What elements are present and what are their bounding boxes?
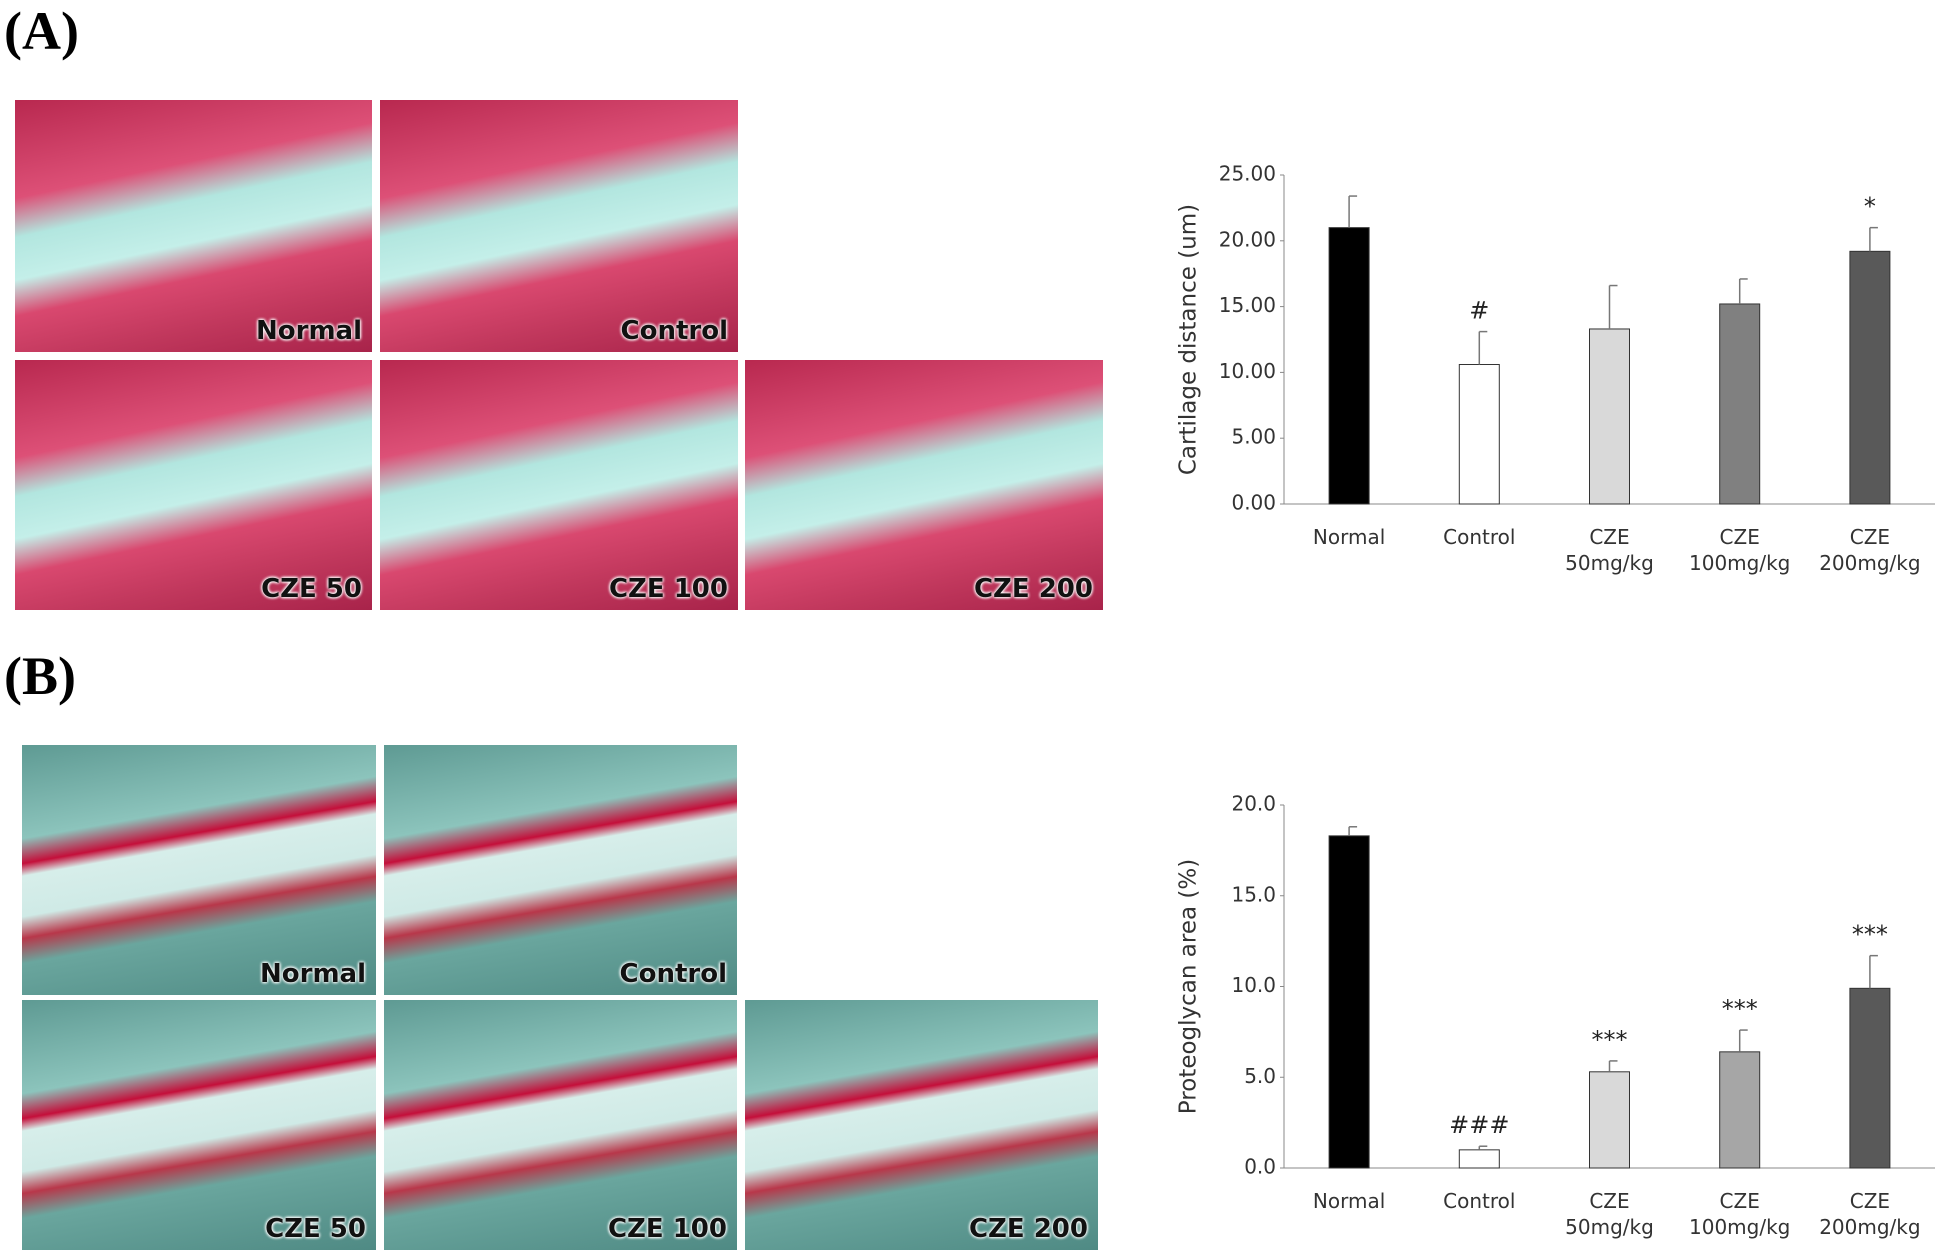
image-label: Control [619,959,727,989]
x-tick-label: Control [1443,1189,1516,1213]
bar [1328,227,1370,505]
x-tick-label: CZE 200mg/kg [1819,525,1921,575]
bar [1719,303,1761,505]
bar [1719,1051,1761,1169]
image-label: Normal [260,959,366,989]
y-tick-label: 5.0 [1244,1064,1276,1088]
histology-image: CZE 200 [745,360,1103,610]
histology-image: Control [380,100,738,352]
significance-label: *** [1852,921,1888,949]
bar [1849,250,1891,505]
significance-label: # [1469,297,1489,325]
image-label: CZE 50 [261,574,362,604]
histology-image: CZE 50 [22,1000,376,1250]
y-tick-label: 10.0 [1231,973,1276,997]
image-label: CZE 200 [968,1214,1088,1244]
x-tick-label: Normal [1312,1189,1386,1213]
significance-label: *** [1592,1026,1628,1054]
bar [1589,1071,1630,1169]
y-tick-label: 0.0 [1244,1155,1276,1179]
bar [1458,364,1500,505]
x-tick-label: Normal [1312,525,1386,549]
x-tick-label: CZE 50mg/kg [1565,525,1654,575]
bar [1589,328,1630,505]
histology-image: CZE 100 [380,360,738,610]
x-tick-label: CZE 200mg/kg [1819,1189,1921,1239]
x-tick-label: CZE 100mg/kg [1689,525,1791,575]
bar [1458,1149,1500,1169]
y-tick-label: 15.0 [1231,882,1276,906]
y-tick-label: 25.00 [1219,162,1276,186]
bar [1849,987,1891,1169]
panel-label: (A) [4,1,79,61]
histology-image: CZE 200 [745,1000,1098,1250]
image-label: CZE 200 [973,574,1093,604]
y-tick-label: 10.00 [1219,359,1276,383]
y-tick-label: 15.00 [1219,293,1276,317]
bar [1328,835,1370,1169]
image-label: Control [620,316,728,346]
y-axis-label: Proteoglycan area (%) [1176,859,1202,1114]
y-tick-label: 5.00 [1231,425,1276,449]
y-tick-label: 0.00 [1231,491,1276,515]
panel-label: (B) [4,646,76,706]
histology-image: Control [384,745,737,995]
image-label: Normal [256,316,362,346]
y-tick-label: 20.0 [1231,792,1276,816]
x-tick-label: Control [1443,525,1516,549]
histology-image: Normal [15,100,372,352]
image-label: CZE 100 [607,1214,727,1244]
y-tick-label: 20.00 [1219,227,1276,251]
significance-label: *** [1722,995,1758,1023]
image-label: CZE 100 [608,574,728,604]
significance-label: ### [1449,1111,1509,1139]
x-tick-label: CZE 100mg/kg [1689,1189,1791,1239]
histology-image: CZE 100 [384,1000,737,1250]
histology-image: Normal [22,745,376,995]
significance-label: * [1864,193,1876,221]
histology-image: CZE 50 [15,360,372,610]
image-label: CZE 50 [265,1214,366,1244]
y-axis-label: Cartilage distance (um) [1176,204,1202,475]
x-tick-label: CZE 50mg/kg [1565,1189,1654,1239]
